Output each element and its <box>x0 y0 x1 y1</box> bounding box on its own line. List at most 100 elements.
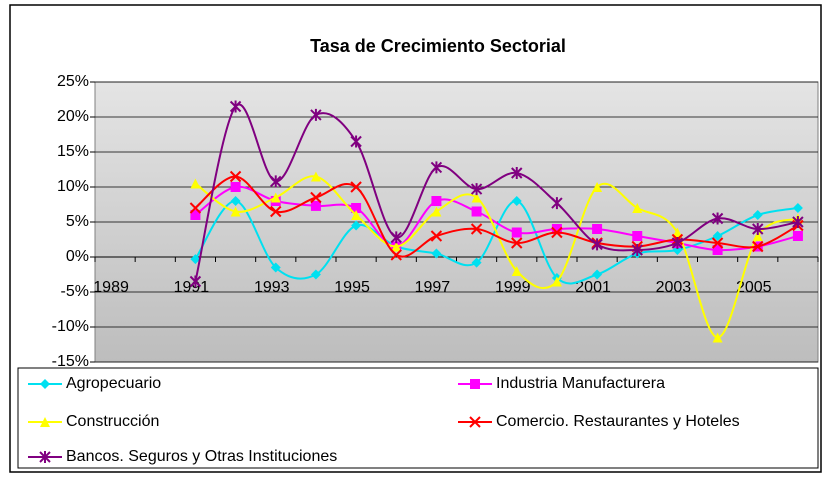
y-tick-label: 15% <box>57 143 89 160</box>
marker <box>190 210 201 220</box>
marker <box>592 269 603 280</box>
series-line <box>194 185 799 252</box>
marker <box>390 231 402 244</box>
marker <box>551 197 563 210</box>
marker <box>511 266 522 276</box>
x-tick-label: 1993 <box>254 279 290 296</box>
marker <box>189 202 202 214</box>
x-tick-label: 1999 <box>495 279 531 296</box>
marker <box>511 196 522 206</box>
y-tick-label: 10% <box>57 178 89 195</box>
marker <box>310 269 321 280</box>
marker <box>270 175 282 188</box>
marker <box>270 262 281 273</box>
marker <box>350 135 362 148</box>
marker <box>230 182 241 192</box>
marker <box>470 223 483 235</box>
marker <box>40 417 50 427</box>
marker <box>792 216 804 228</box>
marker <box>310 171 321 182</box>
marker <box>190 254 201 265</box>
marker <box>711 237 724 249</box>
marker <box>591 238 603 251</box>
y-tick-label: -10% <box>52 318 89 335</box>
x-tick-label: 1989 <box>93 279 129 296</box>
legend-label: Comercio. Restaurantes y Hoteles <box>496 413 740 430</box>
marker <box>351 220 362 231</box>
marker <box>752 231 763 241</box>
chart-title: Tasa de Crecimiento Sectorial <box>310 36 566 56</box>
marker <box>752 210 763 220</box>
x-tick-label: 1997 <box>415 279 451 296</box>
marker <box>671 237 684 249</box>
x-tick-label: 2001 <box>575 279 611 296</box>
marker <box>189 275 202 288</box>
marker <box>350 181 362 193</box>
marker <box>351 210 362 220</box>
marker <box>270 205 282 218</box>
marker <box>471 206 482 217</box>
y-tick-label: 25% <box>57 73 89 90</box>
marker <box>390 249 402 261</box>
marker <box>712 231 723 241</box>
marker <box>551 276 562 287</box>
marker <box>190 178 201 189</box>
marker <box>792 203 803 213</box>
x-tick-label: 2005 <box>736 279 772 296</box>
marker <box>270 192 281 203</box>
marker <box>551 226 563 239</box>
x-tick-label: 1991 <box>174 279 210 296</box>
marker <box>711 212 724 225</box>
marker <box>470 183 483 196</box>
marker <box>431 206 442 217</box>
legend-label: Construcción <box>66 413 159 430</box>
marker <box>391 241 402 252</box>
marker <box>310 108 322 121</box>
marker <box>40 379 50 389</box>
legend-label: Agropecuario <box>66 375 161 392</box>
legend-label: Bancos. Seguros y Otras Instituciones <box>66 448 337 465</box>
marker <box>310 191 322 204</box>
marker <box>230 196 241 206</box>
x-tick-label: 1995 <box>334 279 370 296</box>
marker <box>430 161 443 174</box>
marker <box>471 192 482 203</box>
y-tick-label: -5% <box>61 283 89 300</box>
marker <box>471 257 482 268</box>
marker <box>229 170 242 183</box>
y-tick-label: 5% <box>66 213 89 230</box>
marker <box>230 206 241 217</box>
marker <box>792 231 803 241</box>
marker <box>592 224 603 234</box>
y-tick-label: 20% <box>57 108 89 125</box>
x-tick-label: 2003 <box>656 279 692 296</box>
y-tick-label: -15% <box>52 353 89 370</box>
marker <box>310 200 321 211</box>
marker <box>351 203 362 213</box>
marker <box>511 227 522 238</box>
legend-label: Industria Manufacturera <box>496 375 665 392</box>
marker <box>511 167 523 179</box>
y-tick-label: 0% <box>66 248 89 265</box>
marker <box>752 223 764 235</box>
marker <box>469 416 481 428</box>
marker <box>592 182 603 192</box>
series-line <box>194 175 799 258</box>
marker <box>712 332 723 343</box>
legend-box <box>17 367 819 469</box>
marker <box>431 196 442 206</box>
marker <box>752 240 764 253</box>
marker <box>39 451 51 463</box>
marker <box>511 237 523 249</box>
marker <box>632 203 643 213</box>
marker <box>430 230 443 242</box>
marker <box>431 248 442 259</box>
marker <box>712 245 723 255</box>
marker <box>632 231 643 241</box>
marker <box>672 227 683 238</box>
marker <box>470 379 480 389</box>
marker <box>551 224 562 234</box>
marker <box>631 244 643 256</box>
marker <box>229 100 242 113</box>
